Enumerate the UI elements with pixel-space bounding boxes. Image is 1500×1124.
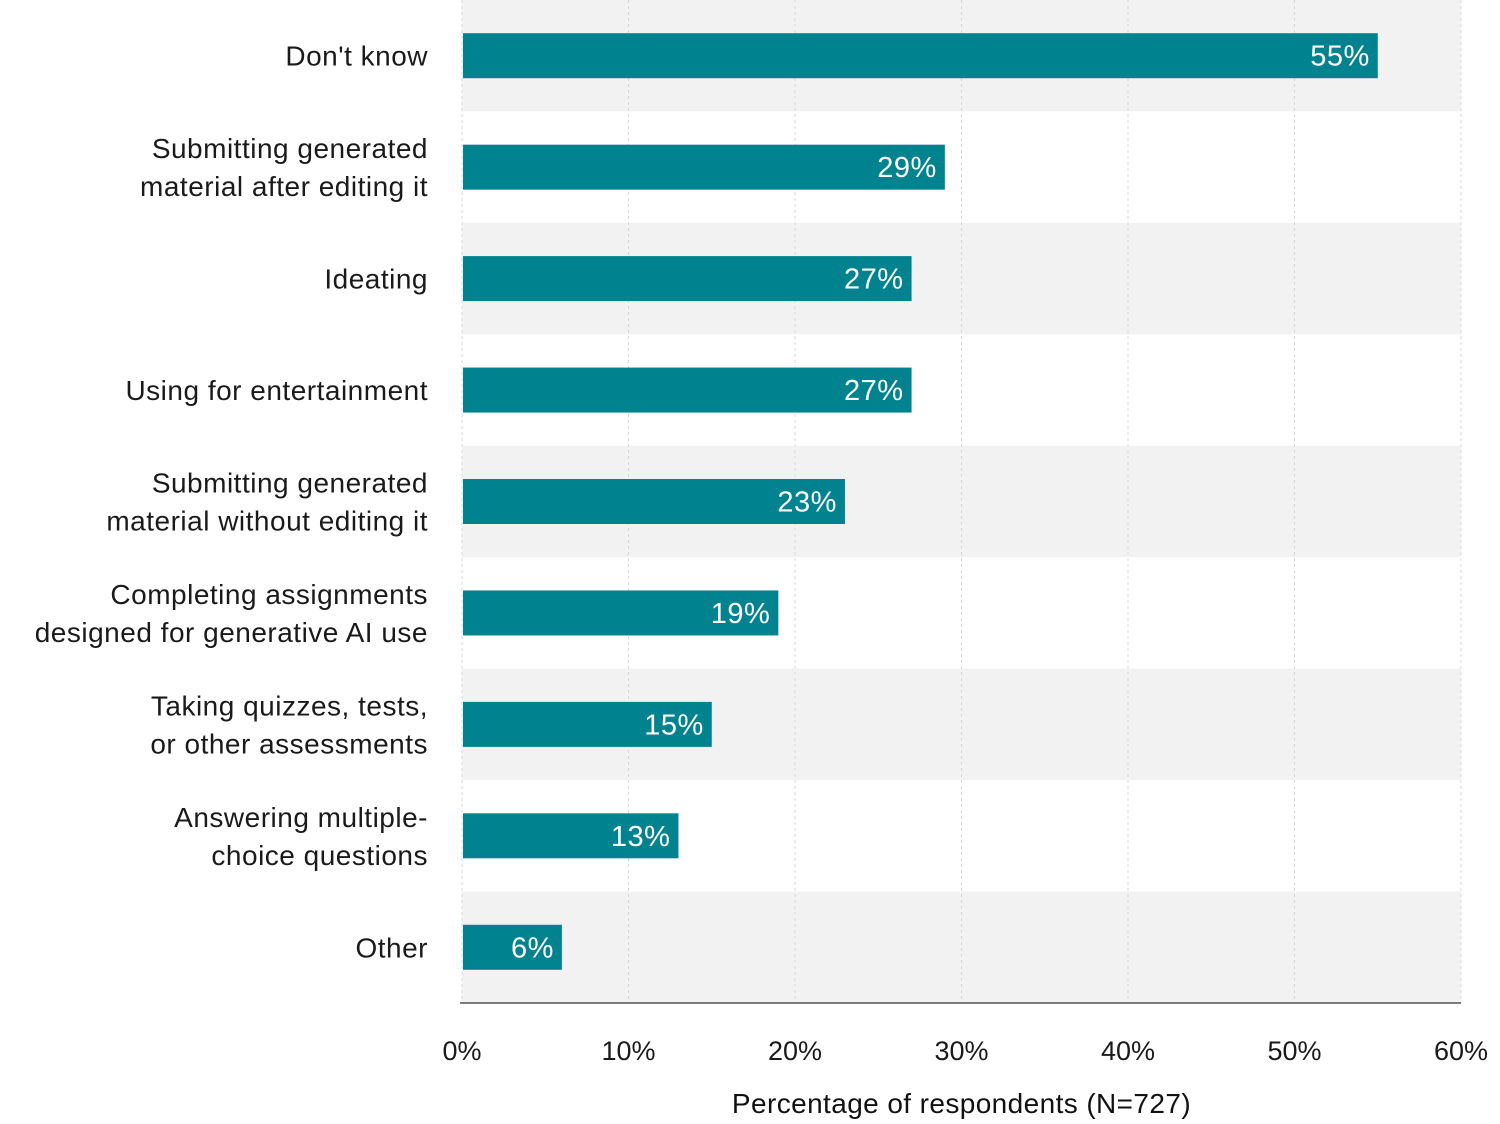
category-label: Using for entertainment <box>125 375 428 406</box>
bar-value-label: 6% <box>511 932 554 964</box>
bar <box>463 367 912 413</box>
x-tick-label: 20% <box>768 1036 822 1066</box>
category-label: Don't know <box>285 41 428 72</box>
bar <box>463 33 1378 79</box>
category-label: designed for generative AI use <box>35 617 428 648</box>
bar-value-label: 29% <box>877 152 937 184</box>
category-label: material without editing it <box>106 506 428 537</box>
bar-value-label: 15% <box>644 709 704 741</box>
bar <box>463 813 679 859</box>
bar-value-label: 19% <box>711 598 771 630</box>
category-label: Submitting generated <box>152 133 428 164</box>
x-tick-label: 50% <box>1267 1036 1321 1066</box>
x-tick-label: 30% <box>934 1036 988 1066</box>
bar-value-label: 13% <box>611 821 671 853</box>
bar <box>463 701 712 747</box>
category-label: Answering multiple- <box>174 802 428 833</box>
x-axis-title: Percentage of respondents (N=727) <box>732 1088 1191 1119</box>
category-label: Completing assignments <box>110 579 428 610</box>
x-tick-label: 60% <box>1434 1036 1488 1066</box>
category-label: or other assessments <box>150 728 428 759</box>
bar <box>463 256 912 302</box>
bar <box>463 479 845 524</box>
category-label: Taking quizzes, tests, <box>151 690 428 721</box>
category-label: material after editing it <box>140 171 428 202</box>
category-label: Submitting generated <box>152 468 428 499</box>
x-tick-label: 40% <box>1101 1036 1155 1066</box>
bar-value-label: 27% <box>844 375 904 407</box>
x-tick-labels: 0% 10% 20% 30% 40% 50% 60% <box>442 1036 1488 1066</box>
x-tick-label: 0% <box>442 1036 481 1066</box>
bar <box>463 590 779 636</box>
category-label: Ideating <box>324 264 428 295</box>
bar <box>463 144 945 190</box>
category-label: choice questions <box>211 840 428 871</box>
bar-value-label: 27% <box>844 264 904 296</box>
bars: 55% 29% 27% 27% 23% 19% 15% 13% 6% <box>463 33 1378 970</box>
bar <box>463 924 562 970</box>
category-labels: Don't know Submitting generated material a… <box>35 41 428 964</box>
bar-value-label: 23% <box>777 487 837 519</box>
category-label: Other <box>355 932 428 963</box>
bar-value-label: 55% <box>1310 41 1370 73</box>
x-tick-label: 10% <box>601 1036 655 1066</box>
